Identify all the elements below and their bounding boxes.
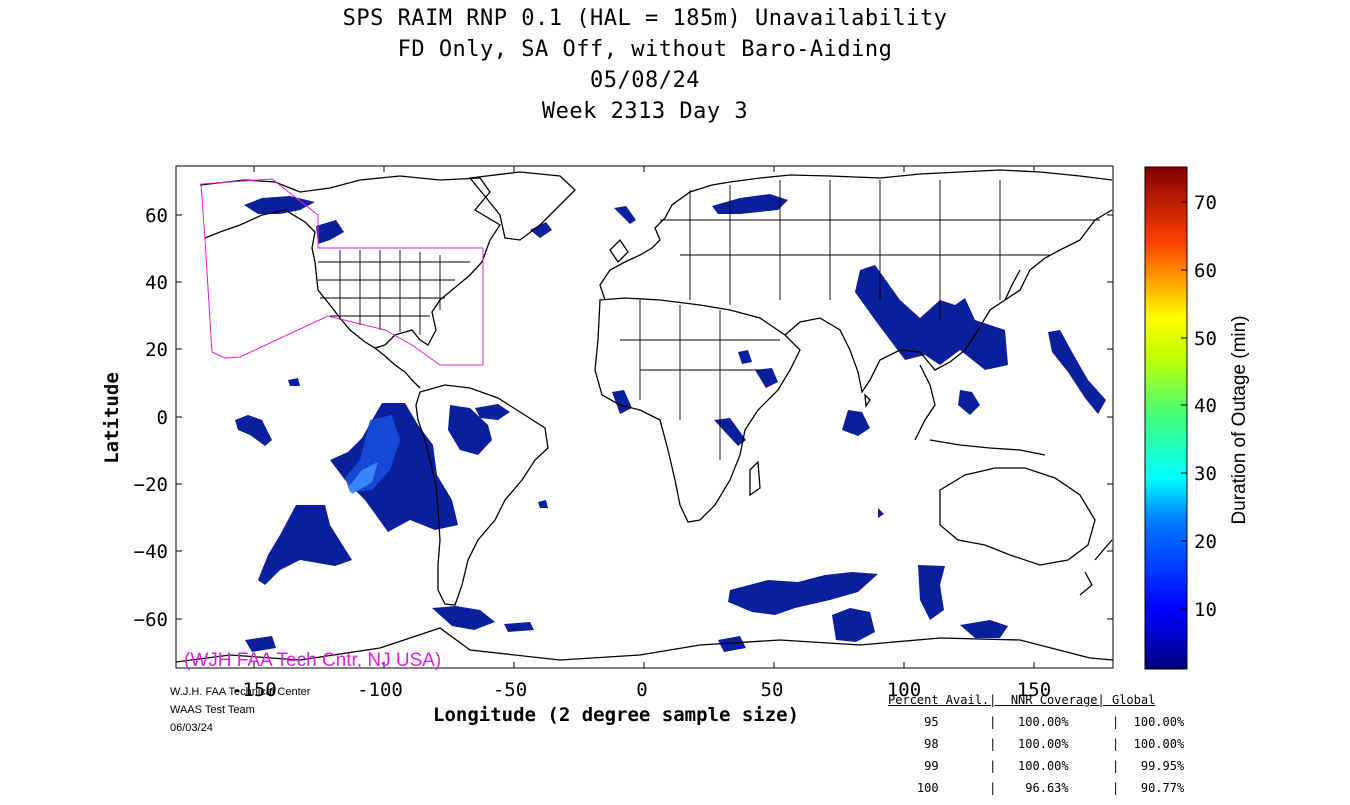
x-axis-label: Longitude (2 degree sample size) (433, 704, 800, 726)
outage-regions (235, 194, 1106, 652)
availability-table-row: 98 | 100.00% | 100.00% (888, 737, 1185, 751)
outage-region-pacific-east-asia (1048, 330, 1106, 414)
x-tick-label: 100 (887, 679, 921, 701)
outage-region-philippines (958, 390, 980, 415)
y-axis-label: Latitude (101, 372, 123, 464)
watermark: (WJH FAA Tech Cntr, NJ USA) (184, 650, 442, 671)
colorbar-tick-label: 30 (1194, 463, 1217, 485)
y-tick-label: 0 (157, 407, 168, 429)
x-tick-labels: -150 -100 -50 0 50 100 150 (231, 679, 1051, 701)
outage-region-south-america (448, 405, 492, 455)
map-figure: -150 -100 -50 0 50 100 150 60 40 20 0 −2… (134, 165, 1217, 701)
y-tick-label: 20 (145, 339, 168, 361)
y-tick-label: −40 (134, 541, 168, 563)
colorbar-tick-label: 10 (1194, 599, 1217, 621)
chart-title-line-2: FD Only, SA Off, without Baro-Aiding (397, 37, 893, 62)
x-tick-label: -150 (231, 679, 277, 701)
colorbar-tick-label: 20 (1194, 531, 1217, 553)
outage-region-scandinavia (614, 206, 636, 224)
y-tick-label: −20 (134, 474, 168, 496)
chart-title-line-1: SPS RAIM RNP 0.1 (HAL = 185m) Unavailabi… (342, 6, 948, 31)
outage-region-russia (712, 194, 788, 214)
outage-region-antarctic-1 (245, 636, 276, 652)
chart-title-line-4: Week 2313 Day 3 (541, 99, 749, 124)
outage-lightest-core (348, 462, 378, 494)
availability-table-row: 100 | 96.63% | 90.77% (888, 781, 1185, 795)
outage-region-canada (316, 220, 344, 244)
y-tick-label: 60 (145, 205, 168, 227)
x-tick-label: 0 (636, 679, 647, 701)
credit-team: WAAS Test Team (170, 704, 255, 716)
y-tick-labels: 60 40 20 0 −20 −40 −60 (134, 205, 168, 631)
y-tick-label: 40 (145, 272, 168, 294)
x-tick-label: 150 (1017, 679, 1051, 701)
colorbar-tick-label: 70 (1194, 192, 1217, 214)
outage-region-indian-ocean (842, 410, 870, 436)
credit-date: 06/03/24 (170, 722, 213, 734)
outage-region-north-atlantic (530, 222, 552, 238)
availability-table-header: Percent Avail.| NNR Coverage| Global (888, 693, 1156, 707)
axis-ticks (176, 166, 1113, 668)
colorbar-label: Duration of Outage (min) (1229, 315, 1250, 525)
map-frame (175, 165, 1114, 669)
outage-region-horn-of-africa (755, 368, 778, 388)
colorbar-ticks (1181, 201, 1187, 610)
availability-table-row: 95 | 100.00% | 100.00% (888, 715, 1185, 729)
outage-region-dot-2 (538, 500, 548, 508)
outage-region-pacific (330, 403, 458, 532)
outage-region-antarctic-2 (718, 636, 746, 652)
colorbar-tick-label: 40 (1194, 395, 1217, 417)
outage-region-drake (432, 606, 495, 630)
colorbar-tick-label: 60 (1194, 260, 1217, 282)
colorbar (1144, 166, 1188, 670)
x-tick-label: 50 (761, 679, 784, 701)
availability-table-row: 99 | 100.00% | 99.95% (888, 759, 1185, 773)
chart-title-line-3: 05/08/24 (590, 68, 700, 93)
colorbar-tick-labels: 70 60 50 40 30 20 10 (1194, 192, 1217, 621)
country-borders (318, 180, 1100, 460)
outage-region-dot-1 (288, 378, 300, 386)
outage-region-equatorial-pacific (235, 415, 272, 446)
outage-region-southern-ocean-2 (918, 565, 945, 620)
outage-region-alaska (244, 196, 315, 214)
colorbar-tick-label: 50 (1194, 328, 1217, 350)
x-tick-label: -50 (493, 679, 527, 701)
coastlines (176, 169, 1113, 663)
credit-org: W.J.H. FAA Technical Center (170, 686, 311, 698)
outage-region-southern-ocean-3 (832, 608, 875, 642)
outage-region-south-pacific (258, 505, 352, 585)
outage-lighter-core (345, 415, 400, 492)
nnr-boundary (200, 178, 484, 366)
outage-region-south-atlantic (504, 622, 534, 632)
outage-region-dot-3 (878, 508, 884, 518)
outage-region-caribbean (475, 404, 510, 420)
outage-region-southern-ocean-4 (960, 620, 1008, 638)
outage-region-central-africa (612, 390, 632, 414)
outage-region-east-africa (714, 418, 746, 446)
x-tick-label: -100 (357, 679, 403, 701)
y-tick-label: −60 (134, 609, 168, 631)
availability-table: Percent Avail.| NNR Coverage| Global 95 … (888, 684, 1184, 805)
outage-region-india-ocean (738, 350, 752, 364)
outage-region-southern-ocean-1 (728, 572, 878, 615)
